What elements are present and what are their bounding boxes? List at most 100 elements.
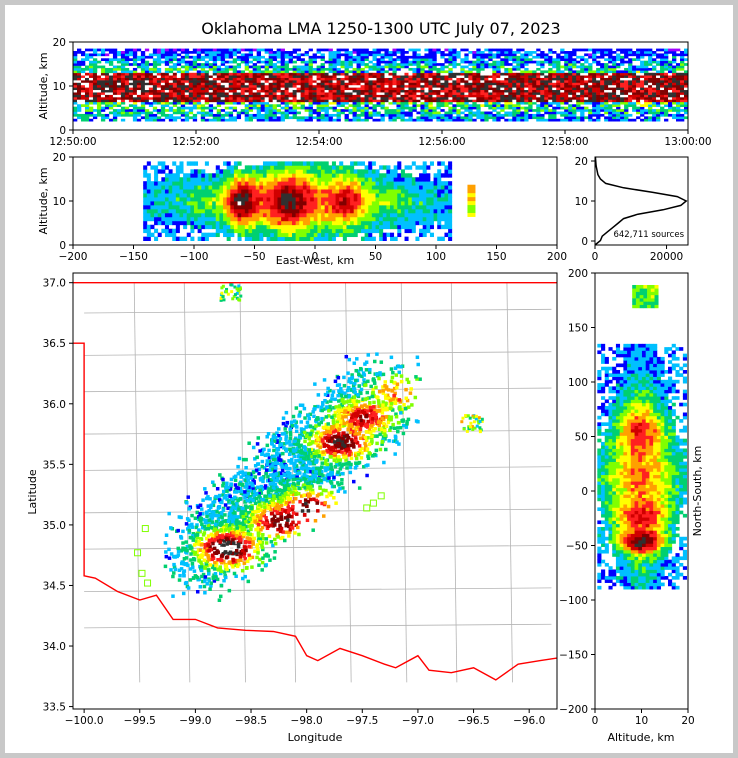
time-source-cell: [368, 82, 373, 86]
time-source-cell: [276, 70, 281, 74]
time-source-cell: [632, 101, 637, 105]
time-source-cell: [96, 99, 102, 103]
time-source-cell: [280, 58, 285, 61]
time-source-cell: [132, 106, 138, 110]
time-source-cell: [340, 53, 345, 57]
time-source-cell: [596, 84, 601, 88]
time-source-cell: [324, 118, 329, 122]
time-source-cell: [432, 113, 437, 117]
time-source-cell: [612, 51, 617, 54]
time-source-cell: [204, 99, 210, 103]
time-source-cell: [612, 97, 617, 100]
time-source-cell: [384, 111, 389, 115]
time-source-cell: [392, 48, 397, 52]
time-source-cell: [668, 113, 673, 117]
ew-source-cell: [313, 165, 318, 170]
time-source-cell: [444, 92, 449, 95]
ew-source-cell: [262, 197, 267, 202]
time-source-cell: [436, 104, 441, 107]
time-source-cell: [124, 106, 130, 110]
time-source-cell: [624, 116, 629, 120]
time-source-cell: [604, 72, 609, 76]
time-source-cell: [388, 80, 393, 83]
time-source-cell: [96, 72, 102, 76]
time-source-cell: [660, 111, 665, 115]
time-source-cell: [332, 67, 337, 71]
time-source-cell: [428, 92, 433, 95]
time-source-cell: [124, 84, 130, 88]
time-source-cell: [588, 118, 593, 122]
time-source-cell: [80, 118, 86, 122]
time-source-cell: [460, 116, 465, 120]
time-source-cell: [664, 89, 669, 93]
time-source-cell: [592, 92, 597, 95]
time-source-cell: [260, 55, 265, 59]
time-source-cell: [240, 70, 246, 74]
time-source-cell: [680, 51, 685, 54]
time-source-cell: [140, 99, 146, 103]
time-source-cell: [272, 87, 277, 91]
time-source-cell: [164, 109, 170, 112]
time-source-cell: [392, 63, 397, 66]
time-source-cell: [592, 104, 597, 107]
time-source-cell: [636, 77, 641, 81]
time-source-cell: [144, 70, 150, 74]
time-source-cell: [244, 53, 250, 57]
time-source-cell: [652, 60, 657, 64]
time-source-cell: [168, 113, 174, 117]
time-source-cell: [312, 53, 317, 57]
time-source-cell: [388, 92, 393, 95]
time-source-cell: [308, 84, 313, 88]
time-source-cell: [336, 99, 341, 103]
time-source-cell: [616, 70, 621, 74]
time-source-cell: [108, 77, 114, 81]
time-source-cell: [200, 51, 206, 54]
time-source-cell: [608, 82, 613, 86]
ew-source-cell: [164, 189, 169, 194]
time-source-cell: [512, 89, 517, 93]
time-source-cell: [132, 51, 138, 54]
time-source-cell: [588, 94, 593, 98]
ew-source-cell: [252, 236, 257, 241]
time-source-cell: [276, 53, 281, 57]
time-source-cell: [456, 89, 461, 93]
ew-source-cell: [270, 169, 275, 174]
time-source-cell: [276, 67, 281, 71]
time-source-cell: [404, 84, 409, 88]
time-source-cell: [160, 101, 166, 105]
time-source-cell: [324, 80, 329, 83]
time-source-cell: [292, 77, 297, 81]
time-source-cell: [532, 51, 537, 54]
ew-source-cell: [255, 177, 260, 182]
time-source-cell: [488, 51, 493, 54]
time-source-cell: [536, 48, 541, 52]
time-source-cell: [632, 51, 637, 54]
time-source-cell: [400, 118, 405, 122]
time-source-cell: [516, 58, 521, 61]
time-source-cell: [244, 118, 250, 122]
time-source-cell: [432, 58, 437, 61]
time-source-cell: [156, 51, 162, 54]
time-source-cell: [660, 99, 665, 103]
time-source-cell: [264, 63, 269, 66]
ew-source-cell: [179, 161, 184, 166]
ew-source-cell: [208, 181, 213, 186]
time-source-cell: [444, 99, 449, 103]
time-source-cell: [624, 87, 629, 91]
time-source-cell: [132, 89, 138, 93]
time-source-cell: [488, 106, 493, 110]
time-source-cell: [212, 55, 218, 59]
time-source-cell: [324, 113, 329, 117]
time-source-cell: [572, 113, 577, 117]
time-source-cell: [552, 51, 557, 54]
time-source-cell: [384, 72, 389, 76]
time-source-cell: [476, 104, 481, 107]
ew-source-cell: [299, 212, 304, 218]
time-source-cell: [500, 94, 505, 98]
ew-source-cell: [302, 181, 307, 186]
time-source-cell: [168, 70, 174, 74]
ew-source-cell: [288, 177, 293, 182]
time-source-cell: [464, 80, 469, 83]
ew-source-cell: [248, 189, 253, 194]
time-source-cell: [256, 51, 261, 54]
